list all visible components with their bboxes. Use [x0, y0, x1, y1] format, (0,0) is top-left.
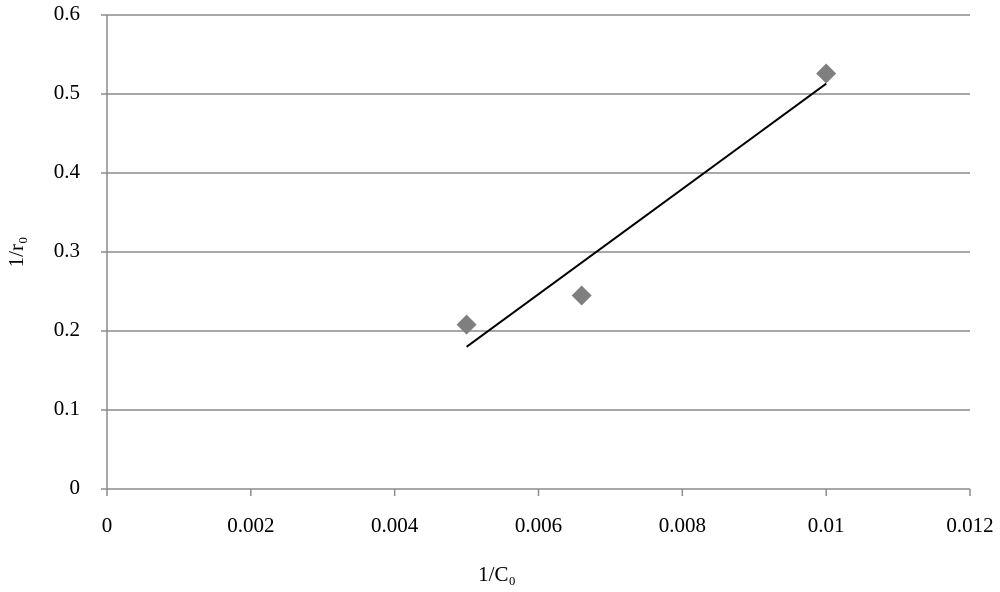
y-tick-label: 0.2: [54, 317, 80, 341]
y-axis-label: 1/r₀: [4, 237, 28, 268]
y-tick-label: 0.3: [54, 238, 80, 262]
y-tick-label: 0.4: [54, 159, 81, 183]
x-tick-label: 0.002: [227, 513, 274, 537]
x-tick-label: 0.012: [946, 513, 993, 537]
data-point: [571, 285, 592, 306]
trendline: [465, 82, 827, 348]
x-tick-label: 0.004: [371, 513, 419, 537]
data-point: [456, 314, 477, 335]
y-tick-label: 0.1: [54, 396, 80, 420]
x-axis-label: 1/C₀: [478, 562, 516, 586]
y-tick-label: 0: [70, 475, 81, 499]
x-tick-label: 0.01: [808, 513, 845, 537]
x-tick-label: 0.006: [515, 513, 562, 537]
x-tick-label: 0.008: [659, 513, 706, 537]
y-tick-label: 0.6: [54, 1, 80, 25]
x-tick-label: 0: [102, 513, 113, 537]
data-point: [816, 63, 837, 84]
y-tick-label: 0.5: [54, 80, 80, 104]
